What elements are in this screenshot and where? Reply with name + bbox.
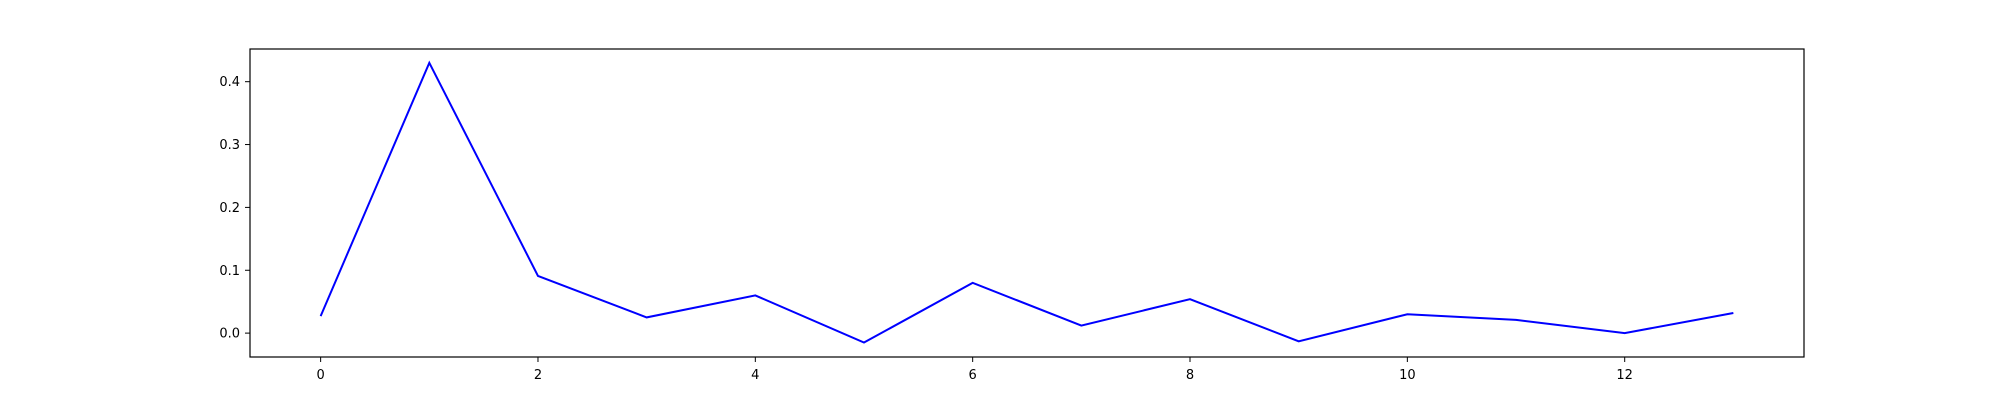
x-tick-label: 12 — [1616, 368, 1633, 383]
x-axis-ticks: 0 2 4 6 8 10 12 — [316, 357, 1633, 383]
x-tick-label: 8 — [1186, 368, 1194, 383]
y-axis-ticks: 0.0 0.1 0.2 0.3 0.4 — [219, 75, 250, 342]
x-tick-label: 6 — [969, 368, 977, 383]
plot-area-frame — [249, 48, 1805, 358]
y-tick-label: 0.4 — [219, 75, 240, 90]
y-tick-label: 0.1 — [219, 264, 240, 279]
x-tick-label: 0 — [316, 368, 324, 383]
y-tick-label: 0.2 — [219, 201, 240, 216]
series-line — [319, 60, 1734, 344]
y-tick-label: 0.0 — [219, 327, 240, 342]
x-tick-label: 10 — [1399, 368, 1416, 383]
y-tick-label: 0.3 — [219, 138, 240, 153]
x-tick-label: 4 — [751, 368, 759, 383]
x-tick-label: 2 — [534, 368, 542, 383]
